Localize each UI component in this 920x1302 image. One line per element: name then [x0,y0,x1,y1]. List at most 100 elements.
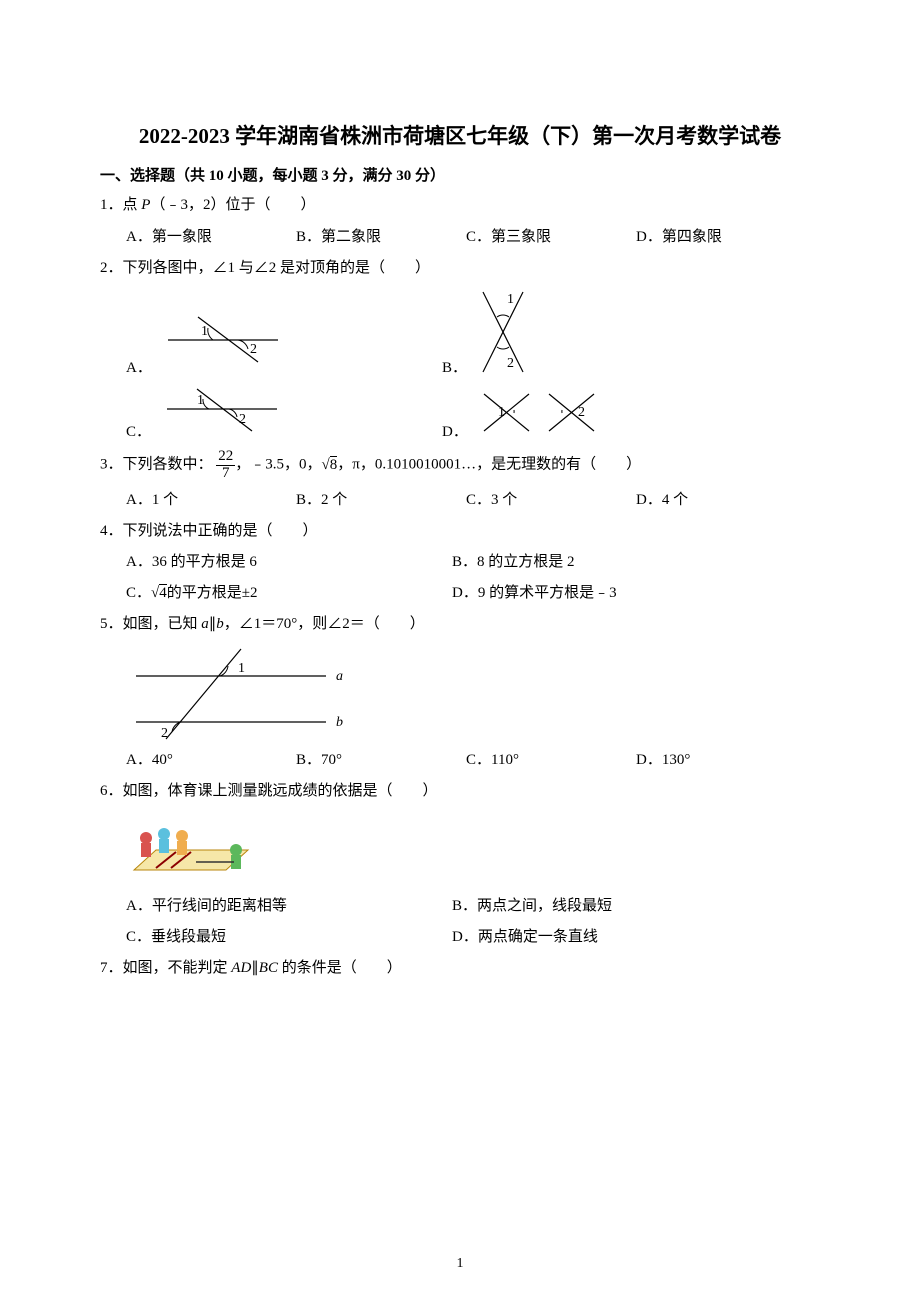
q1-choices: A．第一象限 B．第二象限 C．第三象限 D．第四象限 [126,225,820,246]
q3-fraction: 22 7 [216,449,235,482]
q5-figure: 1 2 a b [126,644,356,744]
q6-choice-a: A．平行线间的距离相等 [126,894,442,915]
q3-text-mid2: ，π，0.1010010001…，是无理数的有（ ） [337,457,641,473]
question-2: 2．下列各图中，∠1 与∠2 是对顶角的是（ ） [100,256,820,282]
q5-a: a [201,616,209,632]
q3-text-pre: 下列各数中： [123,457,213,473]
q6-choice-d: D．两点确定一条直线 [452,925,768,946]
q5-text-pre: 如图，已知 [123,616,202,632]
q2a-l1: 1 [201,324,208,339]
q4-choices-1: A．36 的平方根是 6 B．8 的立方根是 2 [126,550,820,571]
q7-par: ∥ [251,960,259,976]
q1-text-post: （﹣3，2）位于（ ） [150,197,315,213]
q6-choices-2: C．垂线段最短 D．两点确定一条直线 [126,925,820,946]
q2-figrow-2: C． 1 2 D． 1 2 [126,381,820,441]
q2d-l2: 2 [578,405,585,420]
q7-text-pre: 如图，不能判定 [123,960,232,976]
q1-choice-a: A．第一象限 [126,225,286,246]
q2-fig-a-cell: A． 1 2 [126,307,442,377]
q1-choice-b: B．第二象限 [296,225,456,246]
q3-choice-d: D．4 个 [636,488,796,509]
q4-number: 4． [100,523,123,539]
question-1: 1．点 P（﹣3，2）位于（ ） [100,193,820,219]
page-title: 2022-2023 学年湖南省株洲市荷塘区七年级（下）第一次月考数学试卷 [100,120,820,150]
q3-frac-num: 22 [216,449,235,466]
q7-text-post: 的条件是（ ） [278,960,402,976]
q4-c-post: 的平方根是±2 [167,585,258,601]
q5-l2: 2 [161,726,168,741]
q2-label-d: D． [442,420,468,441]
q3-sqrt: √8 [322,453,338,479]
q4-choice-d: D．9 的算术平方根是﹣3 [452,581,768,602]
question-6: 6．如图，体育课上测量跳远成绩的依据是（ ） [100,779,820,805]
q4-c-sqrt: √4 [151,585,167,602]
q4-choice-b: B．8 的立方根是 2 [452,550,768,571]
q5-text-post: ，∠1＝70°，则∠2＝（ ） [224,616,425,632]
q2c-l1: 1 [197,393,204,408]
q1-text-pre: 点 [123,197,142,213]
q6-text: 如图，体育课上测量跳远成绩的依据是（ ） [123,783,438,799]
q5-lb: b [336,715,343,730]
q4-choice-a: A．36 的平方根是 6 [126,550,442,571]
q5-choice-a: A．40° [126,748,286,769]
q2b-l2: 2 [507,356,514,371]
q5-choice-d: D．130° [636,748,796,769]
q5-choice-c: C．110° [466,748,626,769]
q2-fig-c: 1 2 [157,381,287,441]
exam-page: 2022-2023 学年湖南省株洲市荷塘区七年级（下）第一次月考数学试卷 一、选… [0,0,920,1302]
question-5: 5．如图，已知 a∥b，∠1＝70°，则∠2＝（ ） [100,612,820,638]
q5-choices: A．40° B．70° C．110° D．130° [126,748,820,769]
q3-choice-a: A．1 个 [126,488,286,509]
q4-text: 下列说法中正确的是（ ） [123,523,318,539]
q2-fig-a: 1 2 [158,307,288,377]
q6-illustration [126,810,256,890]
q5-la: a [336,669,343,684]
q2-label-a: A． [126,356,152,377]
question-3: 3．下列各数中： 22 7 ，﹣3.5，0，√8，π，0.1010010001…… [100,449,820,482]
question-4: 4．下列说法中正确的是（ ） [100,519,820,545]
q3-sqrt-val: 8 [330,456,338,473]
q3-text-mid1: ，﹣3.5，0， [235,457,321,473]
q5-l1: 1 [238,661,245,676]
q5-figure-wrap: 1 2 a b [126,644,820,744]
section-header: 一、选择题（共 10 小题，每小题 3 分，满分 30 分） [100,164,820,185]
page-number: 1 [0,1256,920,1272]
q6-choices-1: A．平行线间的距离相等 B．两点之间，线段最短 [126,894,820,915]
q2-figrow-1: A． 1 2 B． 1 2 [126,287,820,377]
q6-number: 6． [100,783,123,799]
q2d-l1: 1 [498,405,505,420]
q2-fig-b-cell: B． 1 2 [442,287,758,377]
q1-choice-c: C．第三象限 [466,225,626,246]
q2-fig-d-cell: D． 1 2 [442,386,758,441]
q7-BC: BC [259,960,278,976]
q2c-l2: 2 [239,412,246,427]
q6-choice-b: B．两点之间，线段最短 [452,894,768,915]
q5-choice-b: B．70° [296,748,456,769]
q3-choice-b: B．2 个 [296,488,456,509]
q3-frac-den: 7 [216,466,235,482]
q4-choices-2: C．√4的平方根是±2 D．9 的算术平方根是﹣3 [126,581,820,602]
q2-label-b: B． [442,356,467,377]
q2-label-c: C． [126,420,151,441]
q6-figure-wrap [126,810,820,890]
q3-choice-c: C．3 个 [466,488,626,509]
q2-fig-c-cell: C． 1 2 [126,381,442,441]
q4-c-pre: C． [126,585,151,601]
q2a-l2: 2 [250,342,257,357]
question-7: 7．如图，不能判定 AD∥BC 的条件是（ ） [100,956,820,982]
q5-number: 5． [100,616,123,632]
q7-AD: AD [231,960,251,976]
q7-number: 7． [100,960,123,976]
q5-b: b [216,616,224,632]
q4-c-sqrtval: 4 [159,584,167,601]
q3-choices: A．1 个 B．2 个 C．3 个 D．4 个 [126,488,820,509]
q2b-l1: 1 [507,292,514,307]
q1-number: 1． [100,197,123,213]
q2-fig-b: 1 2 [473,287,533,377]
q1-choice-d: D．第四象限 [636,225,796,246]
q2-text: 下列各图中，∠1 与∠2 是对顶角的是（ ） [123,260,431,276]
q6-choice-c: C．垂线段最短 [126,925,442,946]
q2-fig-d: 1 2 [474,386,604,441]
q4-choice-c: C．√4的平方根是±2 [126,581,442,602]
q3-number: 3． [100,457,123,473]
